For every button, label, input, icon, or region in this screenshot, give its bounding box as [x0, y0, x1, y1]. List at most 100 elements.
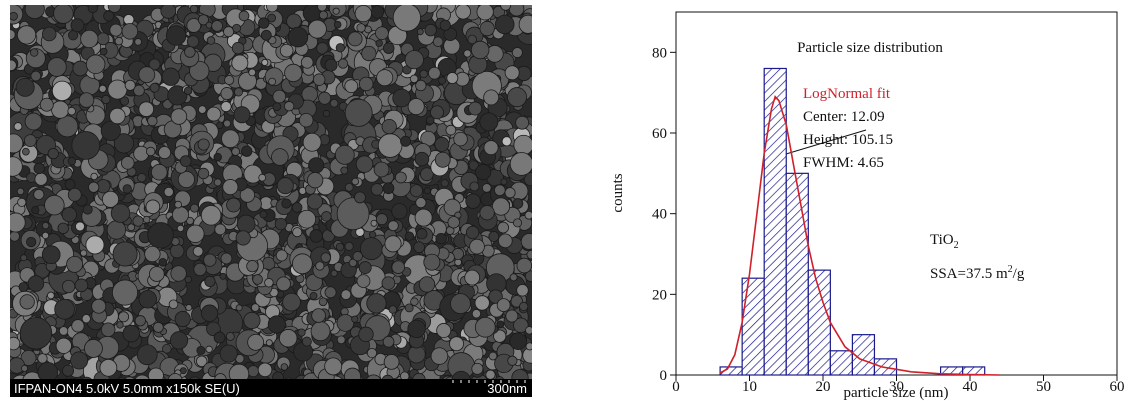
grain [276, 276, 291, 292]
grain [468, 160, 479, 171]
grain [279, 43, 294, 58]
grain [366, 347, 378, 359]
grain [268, 77, 277, 86]
grain [147, 222, 174, 249]
grain [160, 5, 177, 19]
grain [482, 183, 492, 193]
grain [51, 100, 70, 119]
grain [238, 10, 250, 22]
grain [354, 5, 372, 23]
grain [419, 167, 434, 182]
grain [37, 353, 48, 364]
grain [321, 211, 332, 222]
grain [272, 89, 287, 104]
grain [264, 278, 274, 288]
grain [219, 344, 238, 363]
grain [391, 260, 406, 274]
grain [407, 98, 425, 116]
grain [497, 221, 510, 234]
grain [324, 58, 338, 72]
grain [10, 357, 25, 374]
grain [491, 197, 511, 216]
fit-label: LogNormal fit [803, 86, 891, 102]
grain [274, 217, 287, 231]
grain [291, 202, 303, 213]
grain [70, 351, 89, 370]
grain [81, 314, 91, 324]
grain [222, 179, 239, 196]
ssa-text: SSA=37.5 m [930, 266, 1008, 282]
y-tick-label: 60 [652, 126, 667, 142]
grain [183, 86, 193, 95]
grain [404, 303, 414, 313]
grain [186, 35, 200, 48]
grain [47, 57, 67, 77]
grain [120, 156, 135, 170]
grain [335, 242, 345, 252]
grain [322, 109, 331, 118]
grain [301, 86, 319, 103]
grain [98, 84, 107, 93]
grain [373, 161, 390, 178]
grain [312, 73, 326, 86]
bar [741, 277, 765, 376]
grain [260, 29, 272, 41]
grain [101, 94, 111, 105]
grain [214, 223, 227, 236]
grain [101, 190, 119, 208]
grain [434, 151, 451, 168]
grain [96, 32, 110, 46]
grain [275, 249, 288, 262]
grain [265, 339, 273, 347]
sem-caption: IFPAN-ON4 5.0kV 5.0mm x150k SE(U) [14, 381, 240, 396]
grain [203, 253, 217, 267]
grain [284, 63, 303, 83]
grain [366, 293, 387, 314]
grain [494, 184, 506, 197]
grain [507, 87, 528, 108]
grain [524, 270, 532, 282]
grain [308, 157, 325, 174]
grain [29, 48, 39, 57]
grain [356, 23, 366, 33]
grain [416, 228, 428, 240]
grain [33, 162, 45, 175]
grain [435, 232, 447, 245]
grain [197, 14, 209, 26]
grain [413, 241, 425, 254]
grain [61, 206, 77, 223]
grain [309, 291, 318, 300]
grain [133, 145, 150, 162]
grain [67, 106, 76, 116]
grain [39, 97, 54, 112]
grain [75, 221, 85, 232]
grain [127, 223, 136, 232]
grain [465, 193, 481, 209]
grain [278, 329, 298, 348]
grain [453, 131, 468, 147]
grain [423, 253, 441, 271]
grain [151, 163, 168, 181]
chart-title: Particle size distribution [797, 40, 943, 56]
grain [336, 314, 355, 332]
grain [174, 200, 182, 209]
grain [382, 335, 395, 348]
grain [488, 231, 500, 242]
grain [391, 203, 408, 220]
grain [344, 98, 373, 127]
grain [111, 279, 139, 306]
grain [62, 364, 75, 377]
grain [286, 13, 302, 29]
grain [147, 115, 158, 127]
grain [10, 29, 16, 41]
grain [174, 310, 191, 328]
grain [316, 42, 329, 55]
grain [184, 46, 196, 58]
sem-image [10, 5, 532, 397]
grain [315, 261, 325, 271]
grain [504, 187, 516, 199]
grain [23, 134, 37, 148]
grain [526, 249, 532, 260]
grain [206, 36, 216, 45]
grain [344, 79, 359, 94]
